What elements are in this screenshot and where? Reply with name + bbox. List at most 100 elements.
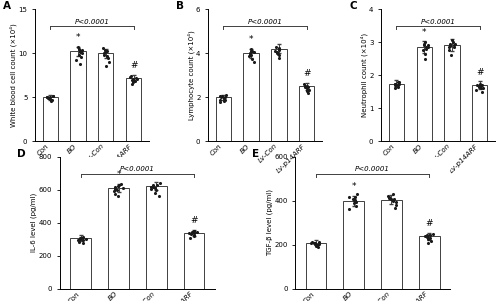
- Point: [478, 82, 486, 87]
- Point: [450, 41, 458, 46]
- Point: [302, 87, 310, 92]
- Point: [352, 199, 360, 204]
- Point: [152, 188, 160, 193]
- Point: [478, 89, 486, 94]
- Point: [130, 77, 138, 82]
- Text: #: #: [130, 61, 138, 70]
- Point: [187, 231, 195, 236]
- Point: [129, 78, 137, 83]
- Text: P<0.0001: P<0.0001: [248, 19, 282, 25]
- Point: [247, 53, 255, 58]
- Point: [349, 197, 357, 201]
- Point: [303, 86, 311, 91]
- Point: [303, 88, 311, 93]
- Point: [350, 197, 358, 202]
- Point: [446, 48, 454, 53]
- Point: [305, 87, 313, 92]
- Point: [275, 45, 283, 50]
- Point: [421, 56, 429, 61]
- Text: P<0.0001: P<0.0001: [74, 19, 110, 25]
- Bar: [70, 238, 91, 289]
- Text: *: *: [116, 170, 121, 179]
- Point: [43, 95, 51, 100]
- Point: [78, 47, 86, 52]
- Point: [390, 86, 398, 91]
- Text: A: A: [3, 1, 11, 11]
- Point: [246, 51, 254, 56]
- Point: [247, 48, 255, 53]
- Point: [312, 242, 320, 247]
- Point: [448, 40, 456, 45]
- Point: [194, 229, 202, 234]
- Text: #: #: [190, 216, 198, 225]
- Bar: [416, 47, 432, 141]
- Text: E: E: [252, 149, 259, 159]
- Point: [102, 53, 110, 58]
- Bar: [146, 186, 167, 289]
- Text: P<0.0001: P<0.0001: [355, 166, 390, 172]
- Point: [384, 194, 392, 199]
- Point: [351, 194, 359, 199]
- Text: P<0.0001: P<0.0001: [420, 19, 456, 25]
- Point: [301, 85, 309, 90]
- Point: [79, 234, 87, 239]
- Y-axis label: TGF-β level (pg/ml): TGF-β level (pg/ml): [266, 189, 272, 256]
- Point: [395, 79, 403, 84]
- Point: [391, 205, 399, 210]
- Point: [315, 241, 323, 246]
- Point: [422, 51, 430, 56]
- Point: [216, 94, 224, 99]
- Point: [248, 56, 256, 61]
- Point: [100, 51, 108, 56]
- Point: [392, 83, 400, 88]
- Point: [216, 99, 224, 104]
- Point: [100, 53, 108, 57]
- Point: [420, 41, 428, 46]
- Point: [76, 236, 84, 240]
- Point: [246, 54, 254, 59]
- Point: [300, 82, 308, 86]
- Point: [106, 60, 114, 64]
- Point: [274, 52, 282, 57]
- Bar: [344, 201, 364, 289]
- Point: [424, 43, 432, 48]
- Point: [390, 197, 398, 202]
- Point: [422, 40, 430, 45]
- Point: [186, 230, 194, 235]
- Point: [424, 236, 432, 241]
- Bar: [98, 53, 114, 141]
- Point: [152, 185, 160, 191]
- Point: [74, 238, 82, 243]
- Y-axis label: Neutrophil count (×10⁴): Neutrophil count (×10⁴): [360, 33, 368, 117]
- Point: [422, 232, 430, 237]
- Point: [220, 98, 228, 103]
- Point: [48, 97, 56, 102]
- Point: [384, 194, 392, 199]
- Point: [387, 197, 395, 201]
- Point: [275, 46, 283, 51]
- Point: [222, 93, 230, 98]
- Point: [275, 53, 283, 58]
- Point: [150, 191, 158, 196]
- Point: [101, 50, 109, 55]
- Point: [190, 231, 198, 235]
- Y-axis label: Lymphocyte count (×10⁴): Lymphocyte count (×10⁴): [187, 30, 194, 120]
- Point: [46, 96, 54, 101]
- Point: [310, 240, 318, 245]
- Point: [76, 61, 84, 66]
- Point: [450, 45, 458, 49]
- Point: [218, 95, 226, 100]
- Text: *: *: [352, 182, 356, 191]
- Point: [272, 44, 280, 49]
- Text: #: #: [476, 67, 484, 76]
- Point: [114, 184, 122, 189]
- Point: [220, 96, 228, 101]
- Point: [473, 83, 481, 88]
- Point: [446, 45, 454, 49]
- Point: [446, 41, 454, 46]
- Point: [418, 48, 426, 53]
- Point: [250, 60, 258, 64]
- Point: [128, 82, 136, 86]
- Point: [76, 235, 84, 240]
- Point: [44, 96, 52, 101]
